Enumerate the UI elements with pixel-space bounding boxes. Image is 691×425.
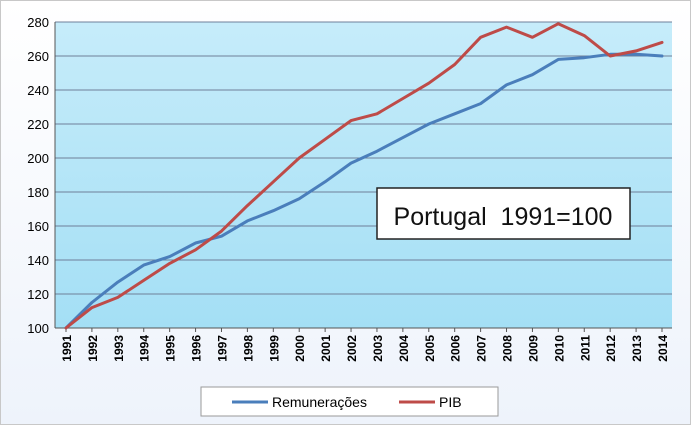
x-tick-label: 2009 <box>526 335 540 362</box>
x-tick-label: 1994 <box>138 335 152 362</box>
x-tick-label: 1998 <box>241 335 255 362</box>
chart-title: Portugal 1991=100 <box>394 203 613 231</box>
x-tick-label: 2000 <box>293 335 307 362</box>
axes: 100 120 140 160 180 200 220 240 260 280 1991 1992 19… <box>27 15 672 362</box>
legend-label-remunera-es: Remunerações <box>272 394 367 410</box>
legend: Remunerações PIB <box>200 386 499 417</box>
x-tick-label: 2006 <box>449 335 463 362</box>
x-tick-label: 2014 <box>656 335 670 362</box>
x-tick-label: 2011 <box>578 335 592 361</box>
x-tick-label: 1997 <box>215 335 229 362</box>
x-tick-label: 2012 <box>604 335 618 362</box>
series-line-pib <box>64 22 664 330</box>
y-tick-label: 120 <box>27 287 49 302</box>
x-tick-label: 1992 <box>86 335 100 362</box>
x-tick-label: 2013 <box>630 335 644 362</box>
x-tick-label: 2003 <box>371 335 385 362</box>
y-tick-label: 220 <box>27 117 49 132</box>
x-tick-label: 1993 <box>112 335 126 362</box>
plot-area <box>55 22 672 328</box>
y-tick-label: 140 <box>27 253 49 268</box>
x-tick-label: 2001 <box>319 335 333 362</box>
x-tick-label: 2005 <box>423 335 437 362</box>
title-box: Portugal 1991=100 <box>376 187 631 240</box>
x-tick-label: 2007 <box>475 335 489 362</box>
x-tick-label: 1996 <box>190 335 204 362</box>
y-tick-label: 240 <box>27 83 49 98</box>
y-tick-label: 200 <box>27 151 49 166</box>
title-box-frame <box>376 187 631 240</box>
y-tick-label: 260 <box>27 49 49 64</box>
y-tick-label: 100 <box>27 321 49 336</box>
x-tick-label: 1995 <box>164 335 178 362</box>
y-tick-label: 180 <box>27 185 49 200</box>
x-tick-label: 1991 <box>60 335 74 362</box>
x-tick-label: 2004 <box>397 335 411 362</box>
x-tick-label: 1999 <box>267 335 281 362</box>
y-tick-label: 280 <box>27 15 49 30</box>
y-tick-label: 160 <box>27 219 49 234</box>
x-tick-label: 2010 <box>552 335 566 362</box>
series-lines <box>64 22 664 330</box>
series-line-remunera-es <box>64 52 664 330</box>
x-tick-label: 2008 <box>501 335 515 362</box>
x-tick-label: 2002 <box>345 335 359 362</box>
legend-label-pib: PIB <box>439 394 462 410</box>
